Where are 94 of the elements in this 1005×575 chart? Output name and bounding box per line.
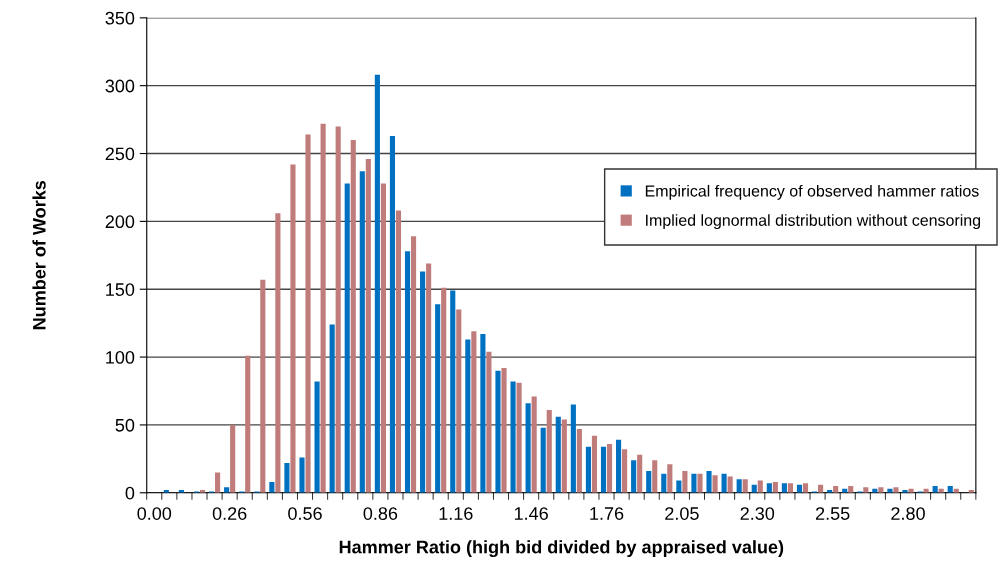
bar (712, 475, 718, 493)
bar (389, 135, 396, 493)
x-tick-label: 2.55 (815, 507, 850, 520)
bar (631, 460, 637, 493)
y-axis-title: Number of Works (32, 180, 46, 330)
bar (329, 324, 335, 493)
bar (365, 158, 371, 493)
bar (426, 263, 432, 493)
bar (697, 473, 703, 493)
bar (646, 471, 652, 493)
bar (284, 462, 290, 493)
bar (480, 334, 486, 493)
bar (570, 404, 576, 493)
bar (230, 424, 236, 493)
bar (516, 382, 522, 493)
y-tick-label: 250 (105, 147, 135, 161)
bar (374, 74, 380, 493)
bar (667, 464, 673, 493)
x-tick-label: 2.30 (740, 507, 775, 520)
y-tick-label: 50 (115, 418, 135, 432)
bar (721, 473, 727, 493)
bar (314, 381, 320, 493)
bar (561, 419, 567, 493)
y-tick-label: 200 (105, 215, 135, 229)
bar (260, 279, 266, 493)
bar (893, 487, 899, 493)
bar (486, 351, 492, 493)
bar (606, 443, 613, 493)
bar (380, 183, 386, 493)
bar (510, 381, 516, 493)
x-axis-title: Hammer Ratio (high bid divided by appraised value) (339, 540, 784, 558)
bar (766, 483, 772, 493)
bar (456, 309, 462, 493)
bar (661, 473, 667, 493)
bar (435, 304, 441, 493)
bar (652, 460, 658, 493)
bar (450, 290, 456, 493)
legend-label: Empirical frequency of observed hammer ratios (645, 184, 979, 200)
bar (404, 251, 411, 493)
bar (540, 427, 546, 493)
bar (395, 210, 402, 493)
bar (576, 429, 582, 493)
bar (344, 183, 350, 493)
y-tick-label: 300 (105, 79, 135, 93)
bar (275, 213, 281, 493)
bar (525, 403, 531, 493)
bar (501, 367, 507, 493)
bar (471, 331, 477, 493)
bar (622, 449, 628, 493)
bar (787, 483, 793, 493)
bar (585, 446, 591, 493)
bar (600, 446, 607, 493)
bar (495, 370, 501, 493)
bar (637, 454, 643, 493)
y-tick-label: 100 (106, 351, 135, 364)
x-tick-label: 2.80 (891, 507, 925, 520)
y-tick-label: 0 (125, 486, 135, 500)
bar (335, 126, 341, 493)
bar (706, 471, 712, 493)
y-tick-label: 150 (106, 283, 135, 296)
x-tick-label: 0.26 (212, 507, 247, 520)
bar (290, 164, 296, 493)
bar (742, 479, 748, 493)
x-tick-label: 1.16 (439, 507, 473, 520)
x-tick-label: 0.00 (137, 507, 172, 520)
bar (802, 483, 809, 493)
bar (359, 171, 365, 493)
bar (350, 139, 356, 493)
bar (410, 236, 417, 493)
bar (299, 457, 305, 493)
x-tick-label: 0.56 (288, 507, 322, 520)
bar (546, 410, 552, 493)
bar (616, 439, 622, 493)
bar (215, 472, 221, 493)
bar (781, 483, 787, 493)
bar (320, 123, 326, 493)
bar (691, 473, 697, 493)
bar (591, 435, 598, 493)
bar (245, 355, 251, 493)
bar (305, 134, 311, 493)
x-tick-label: 1.46 (514, 507, 548, 520)
bar (727, 476, 733, 493)
legend-label: Implied lognormal distribution without censoring (646, 214, 981, 230)
y-tick-label: 350 (105, 11, 135, 25)
x-tick-label: 1.76 (590, 507, 624, 520)
bar (465, 339, 471, 493)
bar (441, 287, 447, 493)
bar (531, 396, 537, 493)
bar (420, 271, 426, 493)
x-tick-label: 0.86 (363, 507, 398, 520)
bar (736, 479, 742, 493)
bar (555, 416, 561, 493)
x-tick-label: 2.05 (665, 507, 699, 520)
bar (682, 471, 688, 493)
